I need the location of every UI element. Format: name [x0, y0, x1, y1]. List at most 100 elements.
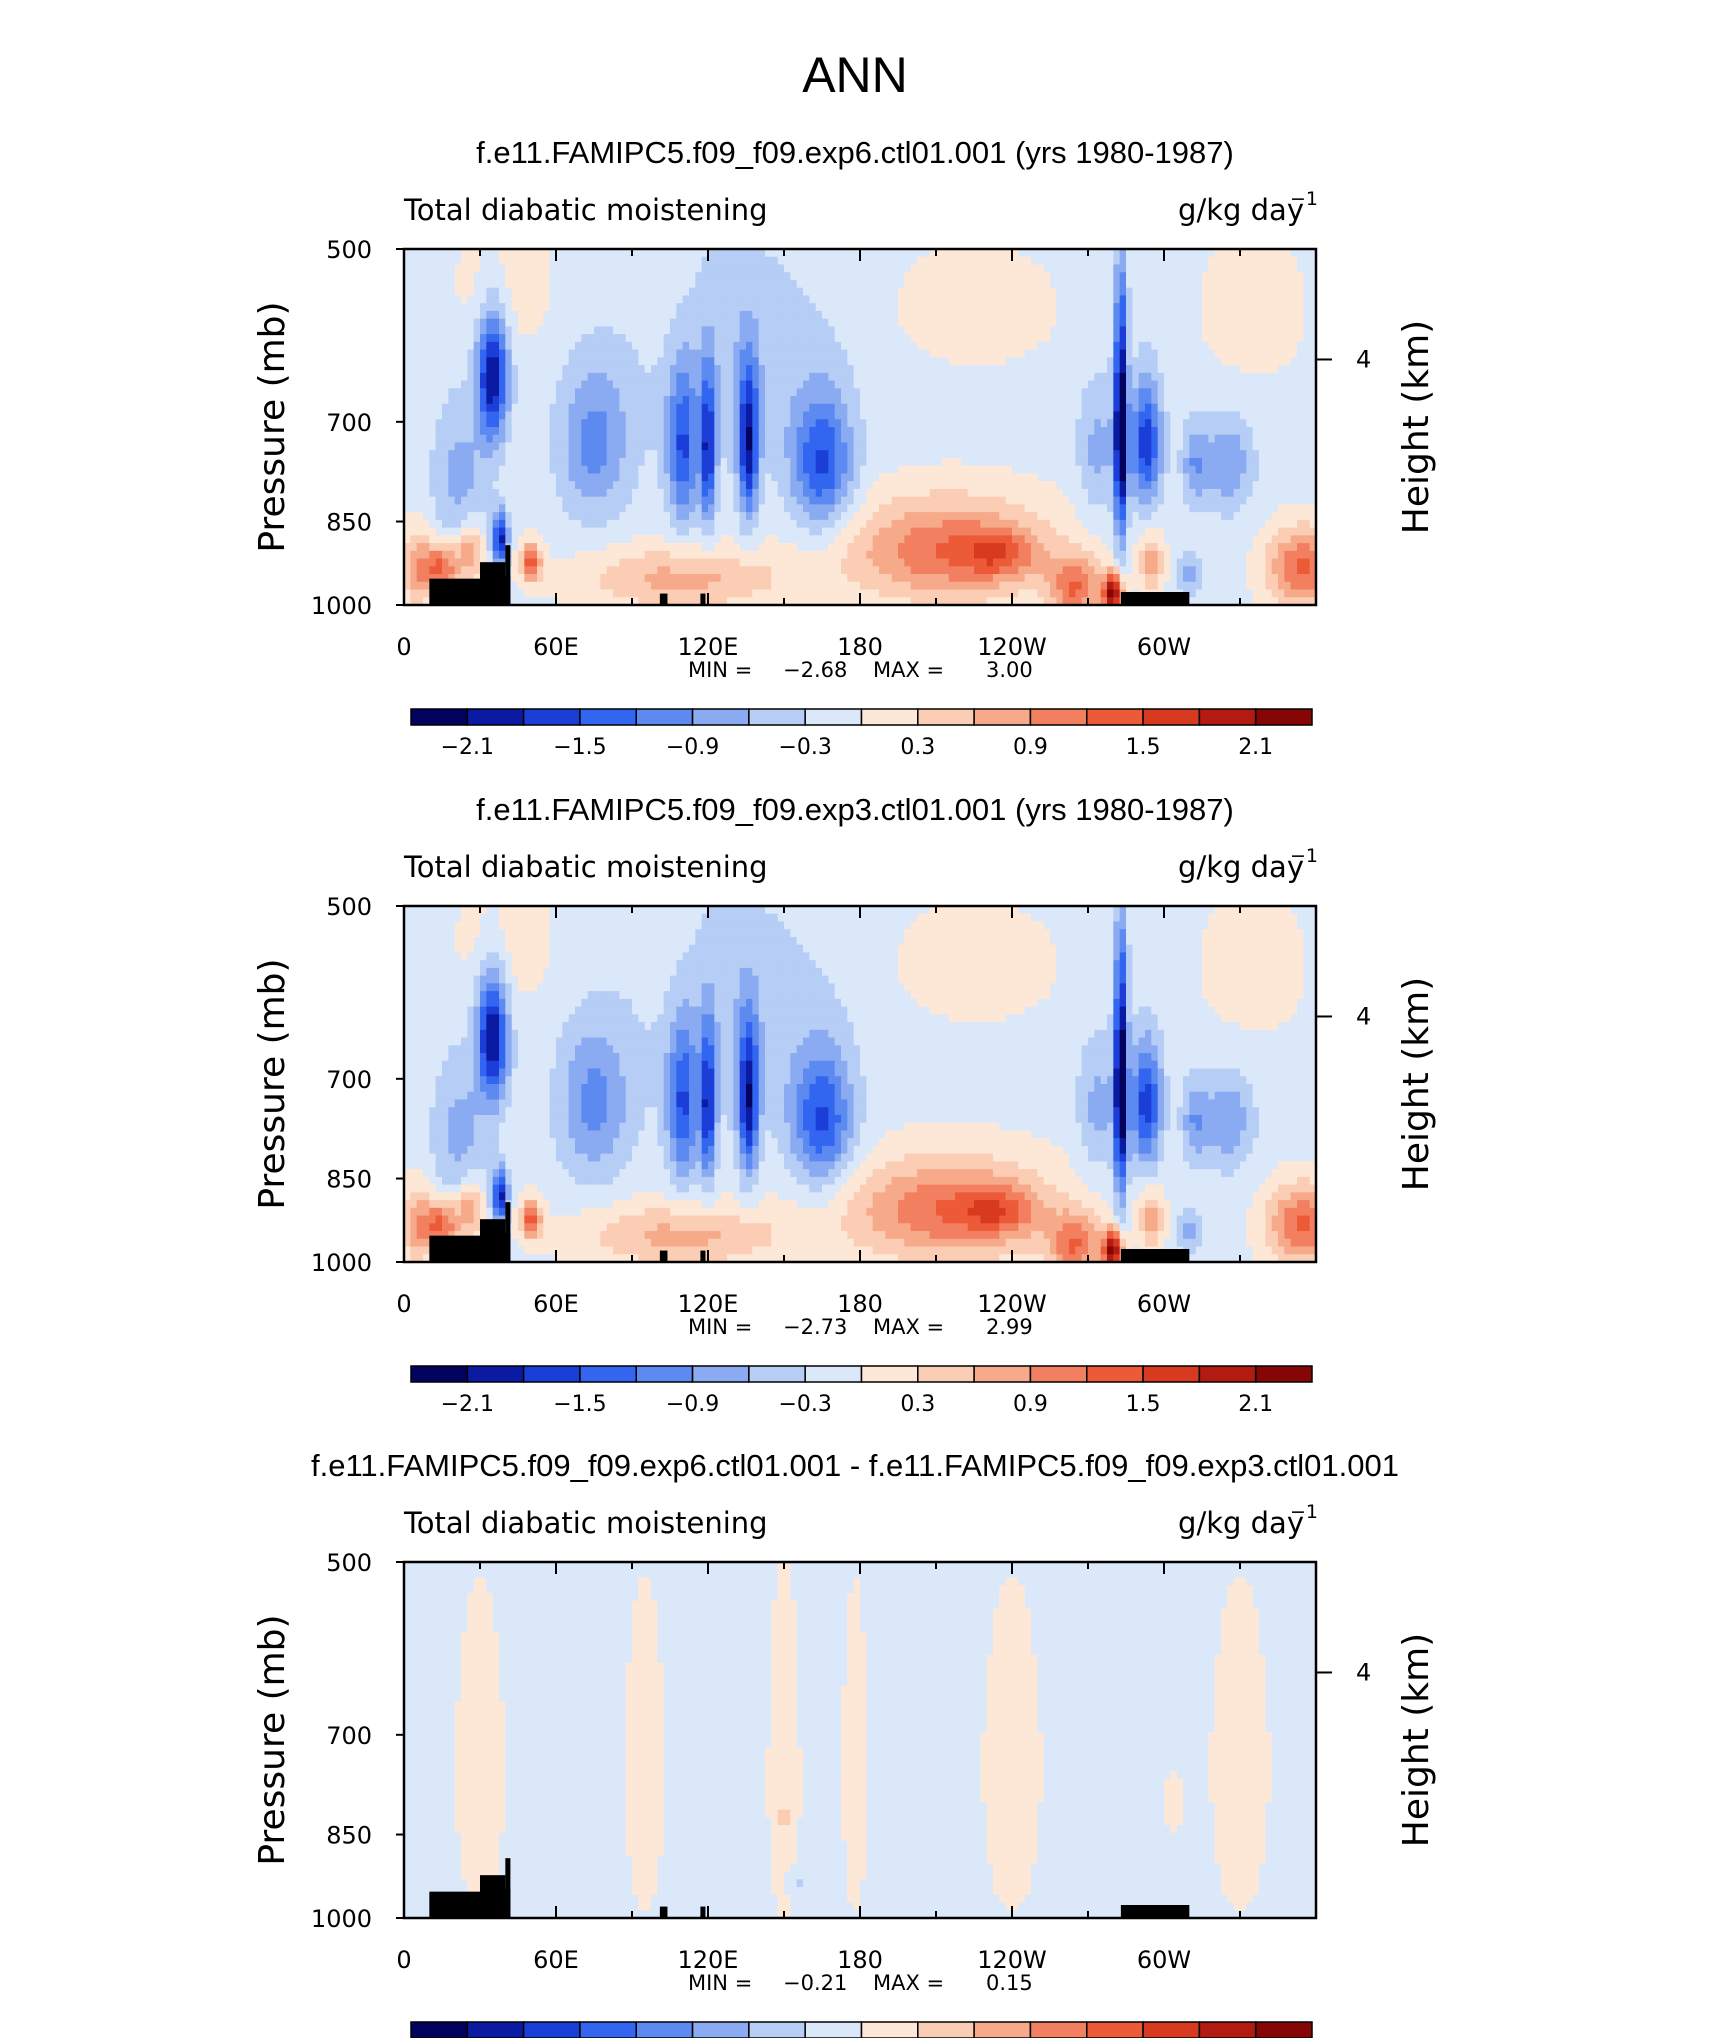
heatmap-cell — [657, 349, 665, 358]
heatmap-cell — [619, 349, 627, 358]
heatmap-cell — [936, 256, 943, 266]
heatmap-cell — [530, 388, 538, 397]
heatmap-cell — [993, 318, 1000, 327]
heatmap-cell — [809, 427, 817, 436]
heatmap-cell — [790, 279, 798, 289]
heatmap-cell — [860, 427, 867, 436]
heatmap-cell — [492, 264, 500, 273]
heatmap-cell — [866, 295, 874, 304]
heatmap-cell — [999, 442, 1007, 451]
heatmap-cell — [898, 512, 905, 521]
heatmap-cell — [822, 403, 829, 413]
heatmap-cell — [1113, 372, 1121, 382]
heatmap-cell — [575, 295, 582, 304]
heatmap-cell — [853, 465, 861, 475]
heatmap-cell — [429, 388, 437, 397]
heatmap-cell — [473, 310, 481, 320]
heatmap-cell — [568, 295, 576, 304]
heatmap-cell — [676, 341, 684, 351]
heatmap-cell — [1145, 249, 1152, 258]
heatmap-cell — [1100, 388, 1108, 397]
heatmap-cell — [739, 365, 747, 374]
heatmap-cell — [562, 442, 570, 451]
heatmap-cell — [986, 504, 994, 513]
heatmap-cell — [1069, 249, 1076, 258]
heatmap-cell — [448, 310, 456, 320]
heatmap-cell — [714, 388, 722, 397]
heatmap-cell — [999, 349, 1007, 358]
heatmap-cell — [961, 396, 969, 405]
heatmap-cell — [1252, 442, 1260, 451]
heatmap-cell — [872, 465, 880, 475]
heatmap-cell — [473, 380, 481, 389]
heatmap-cell — [625, 388, 633, 397]
heatmap-cell — [638, 310, 646, 320]
heatmap-cell — [1018, 326, 1026, 335]
heatmap-cell — [467, 496, 475, 505]
heatmap-cell — [841, 303, 848, 312]
heatmap-cell — [416, 303, 424, 312]
heatmap-cell — [429, 512, 437, 521]
heatmap-cell — [841, 473, 848, 482]
heatmap-cell — [1157, 310, 1165, 320]
heatmap-cell — [461, 434, 468, 444]
heatmap-cell — [1024, 295, 1032, 304]
heatmap-cell — [467, 272, 475, 281]
heatmap-cell — [771, 465, 779, 475]
heatmap-cell — [727, 326, 734, 335]
heatmap-cell — [404, 318, 411, 327]
heatmap-cell — [638, 264, 646, 273]
heatmap-cell — [1246, 473, 1254, 482]
heatmap-cell — [1259, 341, 1266, 351]
heatmap-cell — [454, 287, 462, 297]
heatmap-cell — [1132, 372, 1140, 382]
heatmap-cell — [1240, 481, 1247, 490]
heatmap-cell — [1050, 465, 1057, 475]
heatmap-cell — [670, 295, 677, 304]
heatmap-cell — [1012, 496, 1019, 505]
heatmap-cell — [1259, 349, 1266, 358]
heatmap-cell — [936, 403, 943, 413]
heatmap-cell — [917, 357, 924, 366]
heatmap-cell — [784, 249, 791, 258]
heatmap-cell — [815, 473, 823, 482]
heatmap-cell — [822, 504, 829, 513]
heatmap-cell — [1069, 349, 1076, 358]
heatmap-cell — [727, 349, 734, 358]
heatmap-cell — [486, 457, 494, 467]
heatmap-cell — [619, 249, 627, 258]
heatmap-cell — [974, 496, 981, 505]
heatmap-cell — [1278, 357, 1285, 366]
heatmap-cell — [1062, 287, 1070, 297]
heatmap-cell — [676, 303, 684, 312]
heatmap-cell — [847, 295, 855, 304]
heatmap-cell — [986, 272, 994, 281]
heatmap-cell — [853, 256, 861, 266]
heatmap-cell — [1145, 473, 1152, 482]
heatmap-cell — [942, 496, 950, 505]
heatmap-cell — [461, 488, 468, 498]
heatmap-cell — [796, 419, 804, 428]
heatmap-cell — [505, 488, 513, 498]
heatmap-cell — [1290, 411, 1298, 420]
heatmap-cell — [543, 334, 551, 343]
heatmap-cell — [638, 388, 646, 397]
heatmap-cell — [442, 512, 449, 521]
heatmap-cell — [974, 295, 981, 304]
heatmap-cell — [454, 465, 462, 475]
heatmap-cell — [473, 372, 481, 382]
heatmap-cell — [587, 496, 595, 505]
heatmap-cell — [1309, 272, 1316, 281]
heatmap-cell — [600, 287, 608, 297]
heatmap-cell — [1056, 326, 1064, 335]
heatmap-cell — [524, 279, 532, 289]
heatmap-cell — [1088, 365, 1095, 374]
heatmap-cell — [733, 481, 741, 490]
heatmap-cell — [948, 310, 956, 320]
heatmap-cell — [765, 512, 772, 521]
heatmap-cell — [1297, 442, 1304, 451]
heatmap-cell — [834, 419, 842, 428]
heatmap-cell — [1100, 442, 1108, 451]
heatmap-cell — [1183, 303, 1190, 312]
heatmap-cell — [815, 465, 823, 475]
